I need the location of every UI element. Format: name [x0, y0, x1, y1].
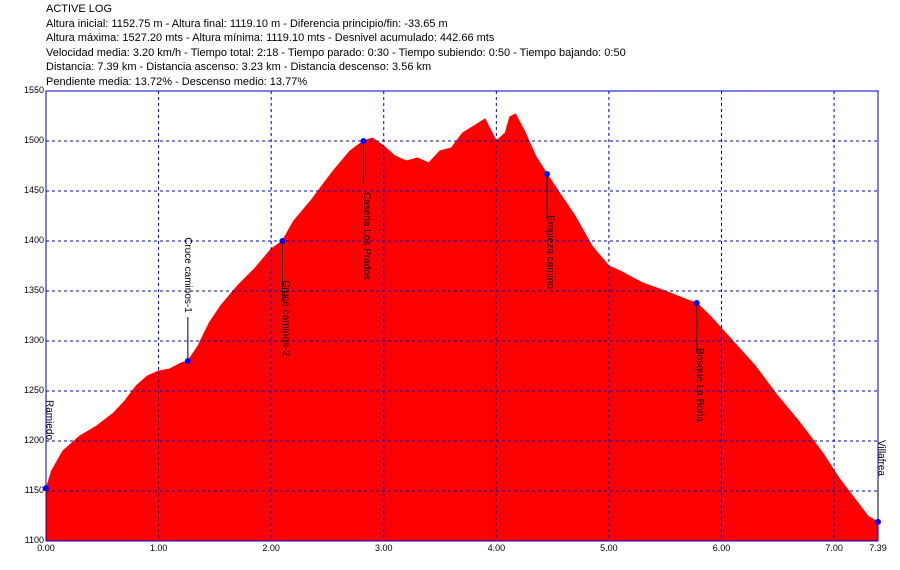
y-tick-label: 1400	[24, 235, 44, 245]
y-tick-label: 1500	[24, 135, 44, 145]
x-tick-label: 7.00	[825, 543, 843, 553]
y-tick-label: 1350	[24, 285, 44, 295]
x-tick-label: 5.00	[600, 543, 618, 553]
stats-line-slope: Pendiente media: 13.72% - Descenso medio…	[46, 75, 308, 88]
y-tick-label: 1250	[24, 385, 44, 395]
waypoint-marker	[184, 358, 191, 364]
waypoint-marker	[693, 300, 700, 306]
plot-frame	[45, 90, 879, 542]
waypoint-marker	[360, 138, 367, 144]
x-tick-label: 3.00	[375, 543, 393, 553]
waypoint-label: Cruce caminos-1	[182, 237, 193, 313]
waypoint-marker	[875, 518, 881, 525]
elevation-area	[45, 113, 879, 542]
x-tick-label: 4.00	[488, 543, 506, 553]
stats-line-distance: Distancia: 7.39 km - Distancia ascenso: …	[46, 61, 432, 73]
waypoint-label: Cruce caminos-2	[280, 280, 291, 356]
waypoint-marker	[544, 171, 551, 177]
x-tick-label: 7.39	[869, 543, 887, 553]
waypoint-label: Caseria Los Prados	[361, 192, 372, 280]
waypoint-marker	[43, 485, 49, 492]
waypoint-label: Villafrea	[875, 440, 886, 476]
waypoint-marker	[279, 238, 286, 244]
x-tick-label: 2.00	[262, 543, 280, 553]
y-tick-label: 1550	[24, 85, 44, 95]
stats-header: ACTIVE LOG Altura inicial: 1152.75 m - A…	[46, 2, 886, 89]
y-tick-label: 1300	[24, 335, 44, 345]
y-tick-label: 1150	[25, 485, 44, 495]
x-tick-label: 1.00	[150, 543, 168, 553]
x-tick-label: 6.00	[713, 543, 731, 553]
log-title: ACTIVE LOG	[46, 3, 113, 15]
stats-line-max-min: Altura máxima: 1527.20 mts - Altura míni…	[46, 32, 495, 44]
y-tick-label: 1450	[24, 185, 44, 195]
x-tick-label: 0.00	[37, 543, 55, 553]
y-tick-label: 1200	[24, 435, 44, 445]
stats-line-heights: Altura inicial: 1152.75 m - Altura final…	[46, 17, 448, 30]
y-tick-label: 1100	[25, 535, 44, 545]
waypoint-label: Empieza camino	[544, 215, 555, 289]
waypoint-label: Bosque La Boria	[694, 348, 705, 422]
waypoint-label: Ramiedo	[43, 400, 54, 440]
stats-line-speed-times: Velocidad media: 3.20 km/h - Tiempo tota…	[46, 46, 626, 59]
